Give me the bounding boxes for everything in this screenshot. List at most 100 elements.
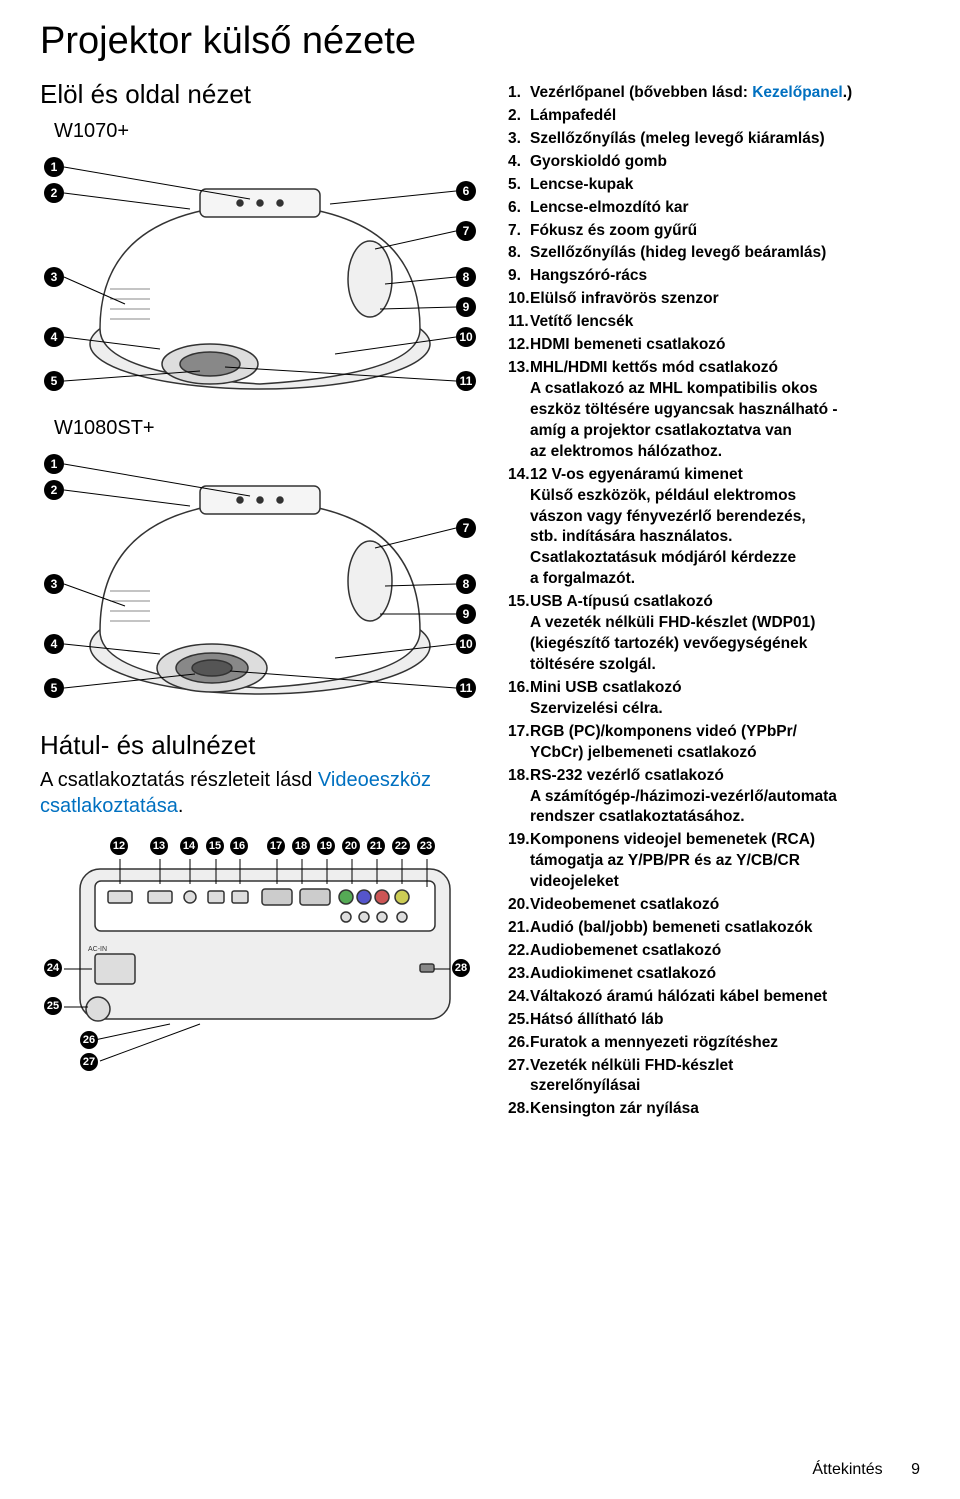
callout-1: 1 bbox=[44, 157, 64, 177]
legend-subtext: Szervizelési célra. bbox=[530, 699, 928, 720]
legend-subtext: (kiegészítő tartozék) vevőegységének bbox=[530, 634, 928, 655]
front-side-heading: Elöl és oldal nézet bbox=[40, 79, 480, 110]
legend-number: 5. bbox=[508, 175, 530, 196]
legend-item: 22. Audiobemenet csatlakozó bbox=[508, 941, 928, 962]
legend-subtext: eszköz töltésére ugyancsak használható - bbox=[530, 400, 928, 421]
legend-number: 25. bbox=[508, 1010, 530, 1031]
legend-number: 7. bbox=[508, 221, 530, 242]
legend-number: 20. bbox=[508, 895, 530, 916]
callout-2: 2 bbox=[44, 480, 64, 500]
callout-17: 17 bbox=[267, 837, 285, 855]
rear-note-pre: A csatlakoztatás részleteit lásd bbox=[40, 769, 318, 791]
legend-item: 21. Audió (bal/jobb) bemeneti csatlakozó… bbox=[508, 918, 928, 939]
callout-26: 26 bbox=[80, 1031, 98, 1049]
page-title: Projektor külső nézete bbox=[40, 20, 920, 63]
callout-8: 8 bbox=[456, 574, 476, 594]
diagram-projector-a: 1234567891011 bbox=[40, 149, 480, 409]
legend-subtext: vászon vagy fényvezérlő berendezés, bbox=[530, 507, 928, 528]
legend-subtext: Külső eszközök, például elektromos bbox=[530, 486, 928, 507]
legend-text: HDMI bemeneti csatlakozó bbox=[530, 336, 726, 353]
callout-11: 11 bbox=[456, 371, 476, 391]
legend-item: 9. Hangszóró-rács bbox=[508, 266, 928, 287]
legend-text: MHL/HDMI kettős mód csatlakozó bbox=[530, 359, 778, 376]
callout-28: 28 bbox=[452, 959, 470, 977]
callout-2: 2 bbox=[44, 183, 64, 203]
legend-item: 8. Szellőzőnyílás (hideg levegő beáramlá… bbox=[508, 243, 928, 264]
legend-number: 12. bbox=[508, 335, 530, 356]
page-footer: Áttekintés 9 bbox=[812, 1461, 920, 1479]
legend-text: RGB (PC)/komponens videó (YPbPr/ bbox=[530, 723, 797, 740]
legend-number: 16. bbox=[508, 678, 530, 699]
legend-text: Videobemenet csatlakozó bbox=[530, 896, 719, 913]
legend-item: 12. HDMI bemeneti csatlakozó bbox=[508, 335, 928, 356]
two-column-layout: Elöl és oldal nézet W1070+ bbox=[40, 79, 920, 1122]
legend-subtext: A csatlakozó az MHL kompatibilis okos bbox=[530, 379, 928, 400]
right-column: 1. Vezérlőpanel (bővebben lásd: Kezelőpa… bbox=[508, 79, 928, 1122]
legend-item: 10. Elülső infravörös szenzor bbox=[508, 289, 928, 310]
legend-item: 2. Lámpafedél bbox=[508, 106, 928, 127]
svg-text:AC-IN: AC-IN bbox=[88, 946, 107, 953]
legend-number: 23. bbox=[508, 964, 530, 985]
callout-3: 3 bbox=[44, 267, 64, 287]
legend-number: 22. bbox=[508, 941, 530, 962]
legend-number: 10. bbox=[508, 289, 530, 310]
legend-text: Furatok a mennyezeti rögzítéshez bbox=[530, 1034, 778, 1051]
legend-text: Komponens videojel bemenetek (RCA) bbox=[530, 831, 815, 848]
legend-item: 19. Komponens videojel bemenetek (RCA)tá… bbox=[508, 830, 928, 893]
legend-item: 14. 12 V-os egyenáramú kimenetKülső eszk… bbox=[508, 465, 928, 591]
legend-number: 19. bbox=[508, 830, 530, 851]
legend-item: 18. RS-232 vezérlő csatlakozóA számítógé… bbox=[508, 766, 928, 829]
legend-text: Lencse-elmozdító kar bbox=[530, 199, 689, 216]
callout-1: 1 bbox=[44, 454, 64, 474]
legend-text: Audiobemenet csatlakozó bbox=[530, 942, 721, 959]
rear-note: A csatlakoztatás részleteit lásd Videoes… bbox=[40, 767, 480, 819]
legend-text: Kensington zár nyílása bbox=[530, 1100, 699, 1117]
legend-text: Vetítő lencsék bbox=[530, 313, 633, 330]
legend-text: Audió (bal/jobb) bemeneti csatlakozók bbox=[530, 919, 812, 936]
legend-number: 24. bbox=[508, 987, 530, 1008]
legend-subtext: videojeleket bbox=[530, 872, 928, 893]
callout-10: 10 bbox=[456, 327, 476, 347]
legend-number: 13. bbox=[508, 358, 530, 379]
legend-text: RS-232 vezérlő csatlakozó bbox=[530, 767, 724, 784]
legend-number: 15. bbox=[508, 592, 530, 613]
legend-number: 14. bbox=[508, 465, 530, 486]
callout-8: 8 bbox=[456, 267, 476, 287]
legend-text: Vezeték nélküli FHD-készlet bbox=[530, 1057, 733, 1074]
left-column: Elöl és oldal nézet W1070+ bbox=[40, 79, 480, 1122]
legend-number: 28. bbox=[508, 1099, 530, 1120]
legend-number: 3. bbox=[508, 129, 530, 150]
legend-item: 24. Váltakozó áramú hálózati kábel bemen… bbox=[508, 987, 928, 1008]
legend-item: 27. Vezeték nélküli FHD-készletszerelőny… bbox=[508, 1056, 928, 1098]
diagram-projector-rear: AC-IN 1213141516171819202122232425262728 bbox=[40, 829, 480, 1079]
legend-number: 6. bbox=[508, 198, 530, 219]
legend-item: 25. Hátsó állítható láb bbox=[508, 1010, 928, 1031]
legend-item: 20. Videobemenet csatlakozó bbox=[508, 895, 928, 916]
legend-item: 26. Furatok a mennyezeti rögzítéshez bbox=[508, 1033, 928, 1054]
legend-item: 17. RGB (PC)/komponens videó (YPbPr/YCbC… bbox=[508, 722, 928, 764]
callout-15: 15 bbox=[206, 837, 224, 855]
legend-text: Lámpafedél bbox=[530, 107, 616, 124]
legend-link[interactable]: Kezelőpanel bbox=[752, 84, 842, 101]
legend-item: 1. Vezérlőpanel (bővebben lásd: Kezelőpa… bbox=[508, 83, 928, 104]
legend-number: 1. bbox=[508, 83, 530, 104]
legend-number: 8. bbox=[508, 243, 530, 264]
legend-text: Lencse-kupak bbox=[530, 176, 633, 193]
callout-4: 4 bbox=[44, 327, 64, 347]
legend-text: Hangszóró-rács bbox=[530, 267, 647, 284]
legend-text: Gyorskioldó gomb bbox=[530, 153, 667, 170]
callout-21: 21 bbox=[367, 837, 385, 855]
legend-subtext: A vezeték nélküli FHD-készlet (WDP01) bbox=[530, 613, 928, 634]
rear-bottom-heading: Hátul- és alulnézet bbox=[40, 730, 480, 761]
callout-9: 9 bbox=[456, 604, 476, 624]
callout-9: 9 bbox=[456, 297, 476, 317]
legend-number: 18. bbox=[508, 766, 530, 787]
callout-14: 14 bbox=[180, 837, 198, 855]
legend-number: 2. bbox=[508, 106, 530, 127]
footer-section: Áttekintés bbox=[812, 1461, 882, 1478]
projector-b-svg bbox=[40, 446, 480, 716]
callout-18: 18 bbox=[292, 837, 310, 855]
legend-subtext: YCbCr) jelbemeneti csatlakozó bbox=[530, 743, 928, 764]
legend-number: 11. bbox=[508, 312, 530, 333]
callout-19: 19 bbox=[317, 837, 335, 855]
